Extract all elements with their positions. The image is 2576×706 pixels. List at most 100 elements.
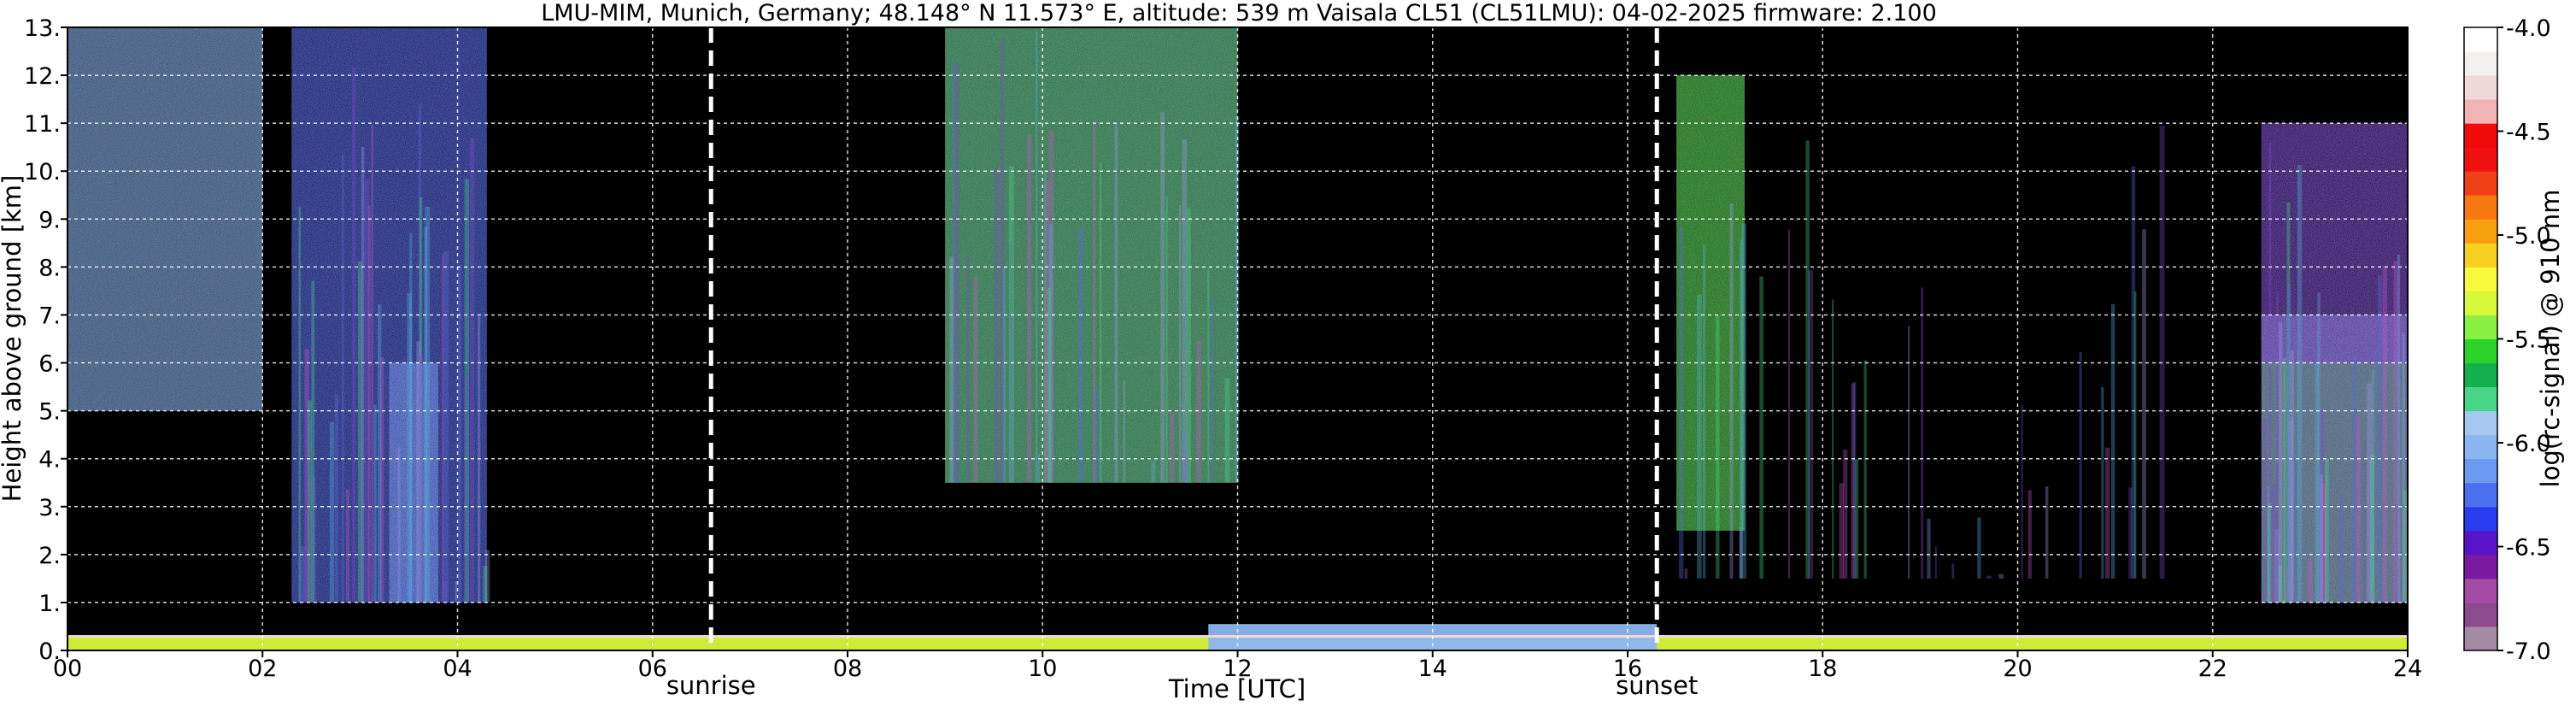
colorbar-tick-label: -4.0: [2506, 15, 2551, 42]
signal-streak: [1000, 38, 1005, 483]
signal-streak: [2104, 447, 2110, 579]
signal-streak: [2371, 369, 2374, 603]
signal-streak: [419, 355, 424, 603]
signal-streak: [379, 357, 384, 603]
colorbar-segment: [2464, 410, 2497, 436]
signal-streak: [2402, 332, 2405, 603]
signal-streak: [1852, 381, 1857, 579]
signal-streak: [2287, 283, 2291, 603]
signal-streak: [966, 256, 970, 483]
colorbar-segment: [2464, 219, 2497, 244]
signal-streak: [1077, 228, 1082, 483]
signal-streak: [1080, 227, 1083, 483]
signal-streak: [397, 447, 401, 603]
y-tick-label: 4.: [38, 447, 61, 474]
signal-streak: [2288, 420, 2293, 603]
signal-streak: [1934, 545, 1937, 579]
colorbar-tick-label: -5.0: [2506, 223, 2551, 250]
signal-streak: [2021, 404, 2023, 579]
y-tick-label: 10.: [24, 159, 61, 185]
y-tick-label: 1.: [38, 591, 61, 617]
y-tick-label: 13.: [24, 15, 61, 42]
colorbar-segment: [2464, 530, 2497, 556]
signal-streak: [298, 207, 302, 603]
colorbar-segment: [2464, 506, 2497, 532]
signal-streak: [1179, 205, 1182, 483]
colorbar-segment: [2464, 458, 2497, 484]
x-tick-label: 08: [833, 656, 862, 682]
y-axis: 0. 1. 2. 3. 4. 5. 6. 7. 8. 9. 10. 11. 12. 13.: [24, 15, 67, 665]
signal-streak: [2101, 386, 2104, 579]
signal-streak: [1739, 239, 1743, 579]
y-tick-label: 12.: [24, 63, 61, 90]
x-tick-label: 02: [248, 656, 277, 682]
signal-streak: [2397, 255, 2401, 603]
signal-streak: [1684, 568, 1688, 579]
signal-streak: [418, 103, 422, 603]
signal-streak: [2297, 164, 2303, 603]
signal-streak: [994, 169, 1000, 483]
x-tick-label: 14: [1418, 656, 1447, 682]
signal-streak: [2142, 229, 2147, 579]
signal-streak: [1855, 459, 1859, 579]
signal-streak: [1037, 453, 1040, 483]
signal-streak: [2286, 202, 2291, 603]
signal-streak: [1169, 412, 1175, 483]
chart-title: LMU-MIM, Munich, Germany; 48.148° N 11.5…: [541, 0, 1937, 26]
x-tick-label: 22: [2198, 656, 2227, 682]
colorbar-segment: [2464, 434, 2497, 460]
heatmap-speckle-8: [2261, 123, 2408, 363]
signal-streak: [1741, 223, 1746, 579]
colorbar-segment: [2464, 291, 2497, 315]
signal-streak: [424, 227, 428, 603]
signal-streak: [469, 138, 475, 603]
signal-streak: [2274, 528, 2280, 603]
signal-streak: [1026, 134, 1032, 483]
colorbar-tick-label: -6.5: [2506, 535, 2551, 562]
signal-streak: [2370, 454, 2375, 603]
signal-streak: [2267, 503, 2271, 603]
event-label-sunset: sunset: [1616, 671, 1698, 700]
signal-streak: [425, 206, 430, 603]
colorbar-segment: [2464, 626, 2497, 651]
signal-streak: [2356, 415, 2361, 603]
signal-streak: [1196, 341, 1201, 483]
signal-streak: [2079, 351, 2082, 579]
y-tick-label: 9.: [38, 207, 61, 233]
signal-streak: [2378, 275, 2383, 603]
colorbar-tick-label: -6.0: [2506, 431, 2551, 457]
signal-streak: [2320, 599, 2323, 603]
y-tick-label: 3.: [38, 495, 61, 521]
signal-streak: [1099, 162, 1102, 483]
signal-streak: [464, 376, 466, 603]
signal-streak: [1207, 268, 1210, 483]
signal-streak: [1863, 360, 1867, 579]
signal-streak: [312, 476, 317, 603]
signal-streak: [1843, 450, 1848, 579]
signal-streak: [1182, 139, 1188, 483]
signal-streak: [371, 125, 373, 603]
signal-streak: [2367, 383, 2373, 603]
signal-streak: [1093, 121, 1096, 483]
signal-streak: [2279, 321, 2283, 603]
signal-streak: [1008, 166, 1014, 483]
y-axis-label: Height above ground [km]: [0, 175, 26, 503]
signal-streak: [416, 341, 421, 603]
signal-streak: [1094, 386, 1099, 483]
signal-streak: [2286, 568, 2290, 603]
signal-streak: [357, 261, 363, 603]
x-axis: 00 02 04 06 08 10 12 14 16 18 20 22 24: [53, 650, 2422, 682]
signal-streak: [308, 400, 312, 603]
signal-streak: [2045, 486, 2049, 579]
signal-streak: [1951, 563, 1955, 579]
signal-streak: [1729, 203, 1734, 579]
x-tick-label: 18: [1808, 656, 1837, 682]
signal-streak: [1123, 380, 1126, 483]
signal-streak: [2319, 474, 2323, 603]
y-tick-label: 0.: [38, 638, 61, 665]
colorbar-segment: [2464, 123, 2497, 148]
signal-streak: [1009, 312, 1014, 483]
signal-streak: [483, 566, 488, 603]
signal-streak: [1920, 287, 1924, 579]
signal-streak: [2133, 291, 2137, 579]
